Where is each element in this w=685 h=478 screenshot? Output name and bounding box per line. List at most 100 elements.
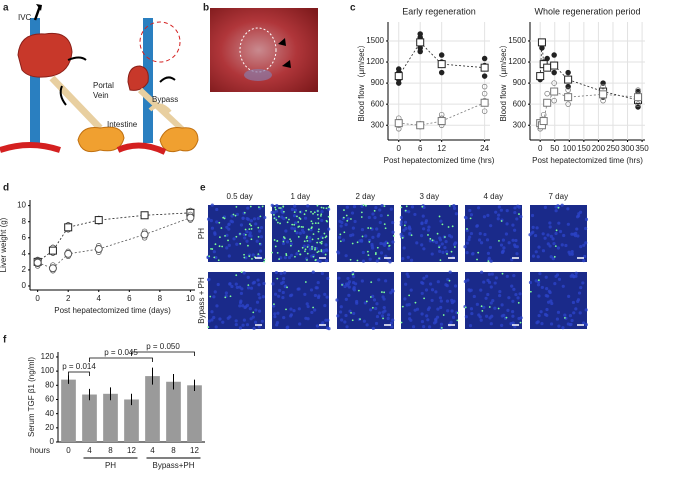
nucleus	[351, 281, 356, 285]
nucleus	[584, 226, 588, 231]
signal	[369, 227, 372, 230]
signal	[219, 236, 221, 239]
nucleus	[377, 311, 382, 315]
signal	[501, 272, 504, 275]
nucleus	[239, 223, 244, 227]
nucleus	[452, 206, 457, 210]
micrograph	[272, 272, 329, 329]
nucleus	[435, 315, 440, 319]
mean-marker	[64, 223, 73, 232]
signal	[244, 233, 247, 236]
signal	[239, 232, 241, 235]
signal	[304, 281, 307, 283]
signal	[298, 225, 301, 228]
signal	[464, 306, 467, 309]
photo	[210, 8, 318, 92]
y-tick-label: 40	[45, 409, 54, 418]
data-point	[481, 108, 488, 114]
signal	[446, 252, 448, 255]
nucleus	[517, 205, 521, 209]
nucleus	[248, 307, 252, 311]
nucleus	[543, 236, 547, 240]
signal	[302, 226, 304, 228]
nucleus	[475, 224, 479, 228]
nucleus	[206, 217, 211, 221]
signal	[257, 226, 260, 229]
nucleus	[256, 216, 260, 221]
signal	[312, 255, 315, 258]
nucleus	[352, 311, 356, 316]
signal	[258, 206, 260, 209]
nucleus	[556, 246, 561, 250]
nucleus	[487, 280, 492, 284]
nucleus	[275, 203, 279, 208]
nucleus	[358, 239, 362, 243]
nucleus	[369, 308, 373, 312]
x-tick-label: 12	[190, 446, 199, 455]
signal	[438, 246, 441, 249]
nucleus	[375, 314, 380, 319]
signal	[305, 209, 307, 212]
nucleus	[280, 215, 284, 219]
mean-marker	[564, 75, 573, 84]
signal	[263, 260, 266, 263]
nucleus	[444, 283, 448, 287]
nucleus	[227, 254, 231, 258]
nucleus	[273, 315, 277, 319]
nucleus	[212, 315, 216, 320]
signal	[240, 271, 243, 274]
bar	[61, 379, 76, 442]
nucleus	[439, 305, 443, 310]
signal	[250, 238, 253, 241]
nucleus	[246, 286, 251, 290]
mean-marker	[394, 119, 403, 128]
nucleus	[428, 239, 432, 243]
nucleus	[382, 306, 386, 310]
nucleus	[546, 242, 550, 246]
signal	[273, 217, 276, 220]
x-tick-label: 6	[418, 144, 423, 153]
nucleus	[399, 220, 403, 224]
nucleus	[258, 229, 262, 233]
signal	[405, 205, 408, 208]
nucleus	[528, 280, 533, 285]
data-point	[481, 73, 488, 79]
nucleus	[502, 313, 506, 317]
nucleus	[454, 241, 458, 245]
nucleus	[230, 214, 234, 218]
nucleus	[255, 239, 259, 243]
nucleus	[511, 299, 515, 303]
nucleus	[581, 281, 585, 285]
signal	[343, 231, 346, 234]
signal	[312, 306, 315, 309]
nucleus	[486, 292, 490, 297]
nucleus	[570, 318, 574, 323]
nucleus	[391, 220, 395, 225]
nucleus	[553, 282, 557, 286]
column-label: 7 day	[549, 192, 569, 201]
nucleus	[546, 233, 550, 237]
signal	[307, 228, 310, 231]
nucleus	[539, 310, 543, 314]
signal	[207, 326, 210, 328]
nucleus	[441, 250, 445, 254]
nucleus	[556, 310, 561, 314]
signal	[345, 214, 348, 217]
nucleus	[448, 289, 452, 294]
nucleus	[467, 238, 471, 242]
nucleus	[439, 299, 443, 303]
nucleus	[216, 282, 220, 287]
signal	[285, 254, 288, 257]
mean-marker	[186, 213, 195, 222]
nucleus	[446, 277, 450, 282]
nucleus	[516, 296, 520, 300]
signal	[320, 206, 323, 209]
nucleus	[293, 208, 298, 212]
nucleus	[253, 320, 258, 324]
signal	[317, 217, 320, 220]
nucleus	[229, 219, 233, 223]
nucleus	[351, 274, 356, 279]
nucleus	[212, 295, 216, 299]
signal	[316, 204, 319, 207]
nucleus	[289, 242, 293, 246]
